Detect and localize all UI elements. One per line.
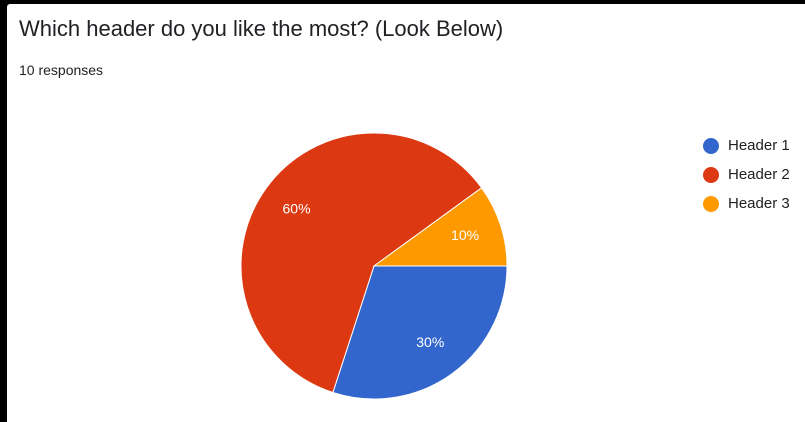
- legend-swatch: [703, 195, 719, 212]
- chart-legend: Header 1 Header 2 Header 3: [703, 131, 790, 218]
- legend-swatch: [703, 166, 719, 183]
- slice-label-header-3: 10%: [451, 227, 479, 243]
- question-title: Which header do you like the most? (Look…: [19, 16, 504, 41]
- legend-item-header-1[interactable]: Header 1: [703, 131, 790, 160]
- response-card: Which header do you like the most? (Look…: [7, 4, 805, 422]
- pie-slice-header-3[interactable]: [372, 187, 508, 267]
- pie-slice-header-2[interactable]: [240, 132, 483, 394]
- slice-label-header-1: 30%: [416, 334, 444, 350]
- legend-label: Header 3: [728, 195, 790, 212]
- legend-label: Header 1: [728, 137, 790, 154]
- slice-label-header-2: 60%: [283, 200, 311, 216]
- pie-slice-header-1[interactable]: [332, 265, 508, 400]
- pie-chart: 30% 60% 10%: [240, 132, 508, 400]
- legend-swatch: [703, 137, 719, 154]
- response-count: 10 responses: [19, 62, 104, 78]
- legend-label: Header 2: [728, 166, 790, 183]
- legend-item-header-3[interactable]: Header 3: [703, 189, 790, 218]
- legend-item-header-2[interactable]: Header 2: [703, 160, 790, 189]
